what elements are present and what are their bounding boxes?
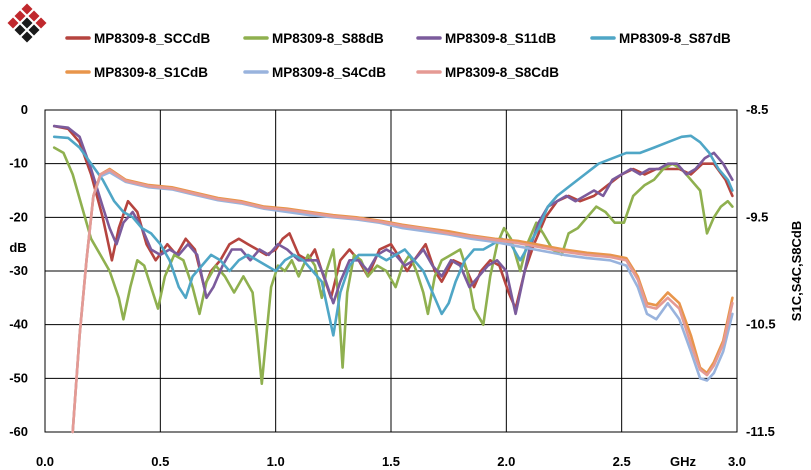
y-tick-label: -30 [9,263,28,278]
y-tick-label: -10 [9,156,28,171]
series-layer [52,124,734,434]
company-logo [7,3,47,43]
y2-axis-title: S1C,S4C,S8CdB [789,221,804,321]
logo-diamond [21,31,33,43]
legend-label-4: MP8309-8_S87dB [619,31,731,46]
y2-tick-label: -10.5 [746,317,776,332]
y-axis-title: dB [9,240,26,255]
y-tick-label: 0 [21,102,28,117]
logo-diamond [7,17,19,29]
logo-diamond [21,3,33,15]
legend-label-2: MP8309-8_S88dB [272,31,384,46]
y2-tick-label: -8.5 [746,102,768,117]
logo-diamond [14,24,26,36]
series-line-6 [71,171,734,434]
logo-diamond [21,17,33,29]
logo-diamond [28,24,40,36]
x-tick-label: 1.5 [382,454,400,469]
series-line-4 [52,134,734,337]
legend-label-6: MP8309-8_S4CdB [272,65,386,80]
y-tick-label: -20 [9,209,28,224]
logo-diamond [35,17,47,29]
legend-label-1: MP8309-8_SCCdB [94,31,211,46]
x-axis-title: GHz [670,454,697,469]
x-tick-label: 1.0 [267,454,285,469]
y-tick-label: -40 [9,317,28,332]
x-tick-label: 2.5 [613,454,631,469]
x-tick-label: 0.0 [36,454,54,469]
x-tick-label: 0.5 [151,454,169,469]
legend-label-3: MP8309-8_S11dB [445,31,556,46]
y2-tick-label: -11.5 [746,424,775,439]
series-line-7 [71,168,734,434]
series-line-3 [52,124,734,316]
grid [44,109,738,433]
legend: MP8309-8_SCCdB MP8309-8_S88dB MP8309-8_S11… [65,31,731,80]
x-tick-label: 2.0 [497,454,515,469]
legend-label-7: MP8309-8_S8CdB [445,65,559,80]
legend-label-5: MP8309-8_S1CdB [94,65,208,80]
logo-diamond [28,10,40,22]
axes: 0 -10 -20 -30 -40 -50 -60 -8.5 -9.5 -10.5 -11.5 0.0… [9,102,804,469]
x-tick-label: 3.0 [728,454,746,469]
series-line-5 [71,167,734,434]
logo-diamond [14,10,26,22]
y-tick-label: -60 [9,424,28,439]
y2-tick-label: -9.5 [746,209,768,224]
y-tick-label: -50 [9,370,28,385]
